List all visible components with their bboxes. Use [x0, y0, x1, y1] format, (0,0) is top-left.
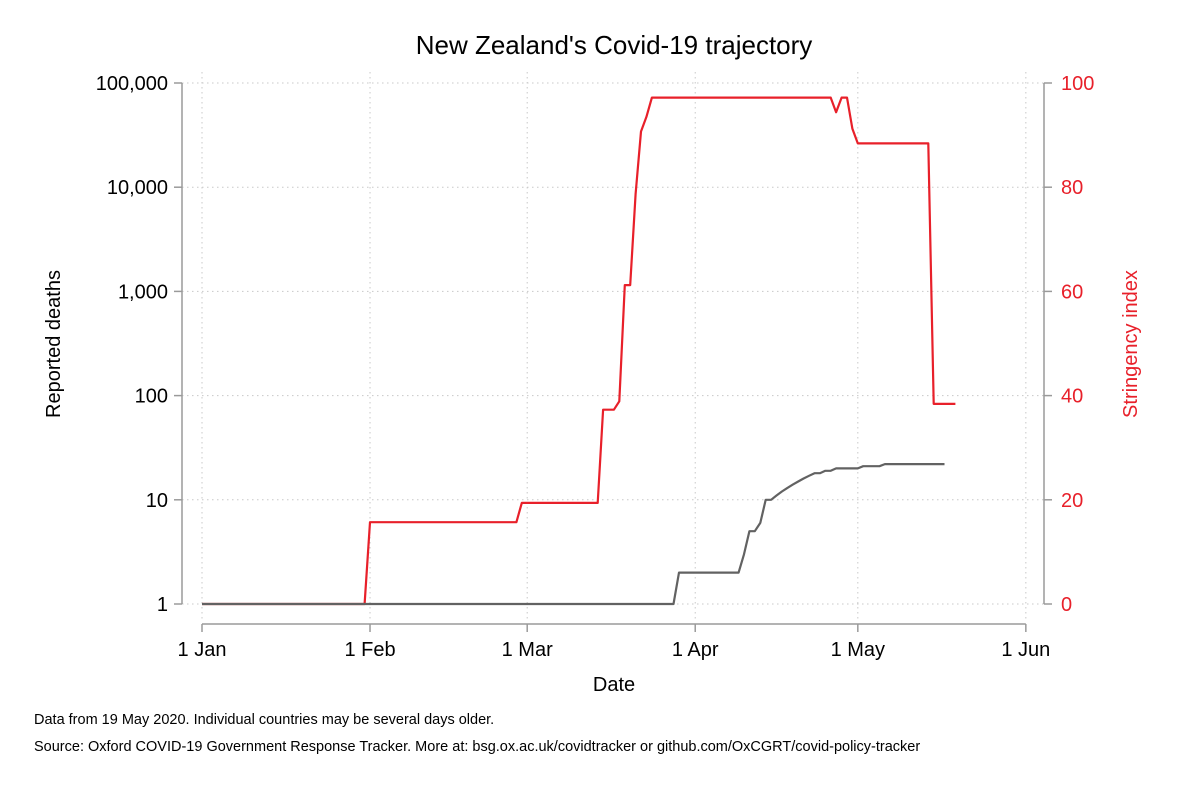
- y-axis-left-label: Reported deaths: [43, 270, 65, 418]
- y-axis-right-tick-label: 20: [1061, 490, 1083, 512]
- y-axis-right-tick-label: 100: [1061, 73, 1094, 95]
- y-axis-right-tick-label: 40: [1061, 386, 1083, 408]
- y-axis-right-tick-label: 80: [1061, 177, 1083, 199]
- y-axis-right-label: Stringency index: [1120, 270, 1142, 418]
- y-axis-left-tick-label: 1,000: [118, 281, 168, 303]
- source-note: Source: Oxford COVID-19 Government Respo…: [34, 739, 921, 755]
- y-axis-left-tick-label: 100: [135, 386, 168, 408]
- x-axis-tick-label: 1 Jan: [178, 639, 227, 661]
- reported-deaths-line: [202, 463, 945, 606]
- plot-lines: [202, 96, 956, 606]
- axes: 1 10 100 1,000 10,000 100,000 0 20 40 60 80 100 1 Ja…: [96, 73, 1095, 661]
- y-axis-left-tick-label: 10,000: [107, 177, 168, 199]
- x-axis-tick-label: 1 Feb: [344, 639, 395, 661]
- x-axis-tick-label: 1 Mar: [502, 639, 553, 661]
- grid: [182, 72, 1044, 622]
- x-axis-tick-label: 1 Jun: [1001, 639, 1050, 661]
- y-axis-right-tick-label: 60: [1061, 281, 1083, 303]
- x-axis-tick-label: 1 May: [831, 639, 885, 661]
- stringency-index-line: [202, 96, 956, 606]
- y-axis-right-tick-label: 0: [1061, 594, 1072, 616]
- y-axis-left-tick-label: 1: [157, 594, 168, 616]
- x-axis-label: Date: [593, 674, 635, 696]
- data-date-note: Data from 19 May 2020. Individual countr…: [34, 712, 495, 728]
- chart-title: New Zealand's Covid-19 trajectory: [416, 30, 813, 60]
- y-axis-left-tick-label: 100,000: [96, 73, 168, 95]
- chart: New Zealand's Covid-19 trajectory 1 10 100…: [43, 30, 1142, 696]
- x-axis-tick-label: 1 Apr: [672, 639, 719, 661]
- y-axis-left-tick-label: 10: [146, 490, 168, 512]
